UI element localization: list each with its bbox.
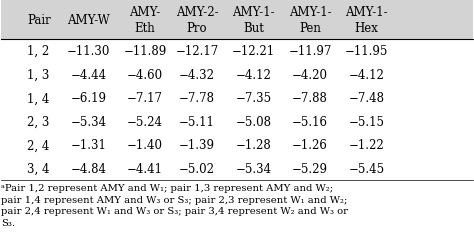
Text: −5.16: −5.16: [292, 116, 328, 128]
Text: 1, 2: 1, 2: [27, 45, 50, 58]
Text: −5.24: −5.24: [127, 116, 163, 128]
Text: −11.89: −11.89: [124, 45, 167, 58]
Text: −4.20: −4.20: [292, 68, 328, 82]
Text: −7.48: −7.48: [348, 92, 384, 105]
Text: −5.02: −5.02: [179, 162, 215, 175]
Text: 1, 3: 1, 3: [27, 68, 50, 82]
Text: −7.78: −7.78: [179, 92, 215, 105]
Text: AMY-1-
But: AMY-1- But: [232, 6, 275, 35]
Text: −7.88: −7.88: [292, 92, 328, 105]
Text: −11.95: −11.95: [345, 45, 388, 58]
Text: −4.41: −4.41: [127, 162, 163, 175]
Text: 1, 4: 1, 4: [27, 92, 50, 105]
Text: −5.34: −5.34: [71, 116, 107, 128]
Text: 2, 3: 2, 3: [27, 116, 50, 128]
Text: AMY-W: AMY-W: [67, 14, 110, 27]
Text: AMY-1-
Pen: AMY-1- Pen: [289, 6, 331, 35]
Text: −1.28: −1.28: [236, 139, 272, 152]
FancyBboxPatch shape: [1, 2, 473, 40]
Text: −5.08: −5.08: [236, 116, 272, 128]
Text: −4.84: −4.84: [71, 162, 107, 175]
Text: AMY-
Eth: AMY- Eth: [129, 6, 161, 35]
Text: −5.11: −5.11: [179, 116, 215, 128]
Text: −4.12: −4.12: [236, 68, 272, 82]
Text: −4.32: −4.32: [179, 68, 215, 82]
Text: −1.39: −1.39: [179, 139, 215, 152]
Text: ᵃPair 1,2 represent AMY and W₁; pair 1,3 represent AMY and W₂;
pair 1,4 represen: ᵃPair 1,2 represent AMY and W₁; pair 1,3…: [1, 183, 348, 227]
Text: −7.17: −7.17: [127, 92, 163, 105]
Text: −5.45: −5.45: [348, 162, 384, 175]
Text: −1.31: −1.31: [71, 139, 107, 152]
Text: Pair: Pair: [27, 14, 51, 27]
Text: −6.19: −6.19: [71, 92, 107, 105]
Text: −1.22: −1.22: [349, 139, 384, 152]
Text: −5.34: −5.34: [236, 162, 272, 175]
Text: −5.29: −5.29: [292, 162, 328, 175]
Text: AMY-1-
Hex: AMY-1- Hex: [345, 6, 388, 35]
Text: −1.26: −1.26: [292, 139, 328, 152]
Text: −11.30: −11.30: [67, 45, 110, 58]
Text: −11.97: −11.97: [288, 45, 332, 58]
Text: −5.15: −5.15: [348, 116, 384, 128]
Text: −4.44: −4.44: [71, 68, 107, 82]
Text: −1.40: −1.40: [127, 139, 163, 152]
Text: 2, 4: 2, 4: [27, 139, 50, 152]
Text: −7.35: −7.35: [236, 92, 272, 105]
Text: −12.21: −12.21: [232, 45, 275, 58]
Text: −4.12: −4.12: [349, 68, 384, 82]
Text: −12.17: −12.17: [175, 45, 219, 58]
Text: AMY-2-
Pro: AMY-2- Pro: [176, 6, 218, 35]
Text: −4.60: −4.60: [127, 68, 163, 82]
Text: 3, 4: 3, 4: [27, 162, 50, 175]
